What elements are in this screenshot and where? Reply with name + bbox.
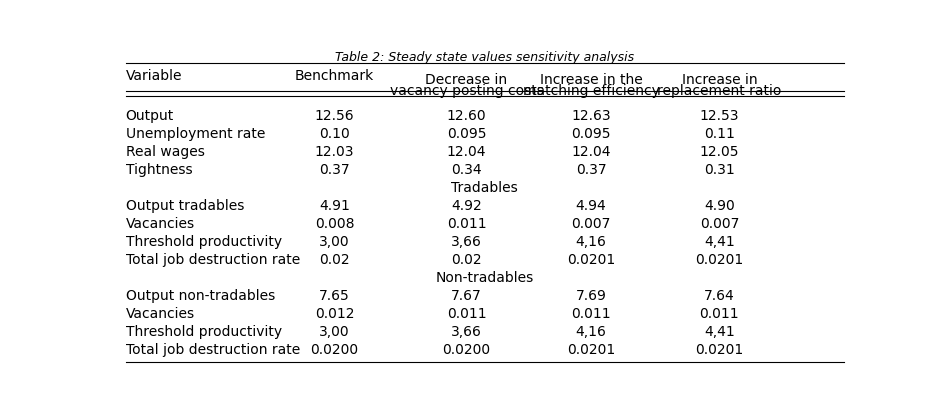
Text: 4,16: 4,16 <box>576 324 606 338</box>
Text: 0.095: 0.095 <box>571 127 611 141</box>
Text: 12.05: 12.05 <box>700 145 739 159</box>
Text: 4.92: 4.92 <box>451 199 482 212</box>
Text: 7.67: 7.67 <box>451 288 482 302</box>
Text: 0.34: 0.34 <box>451 163 482 177</box>
Text: 12.04: 12.04 <box>447 145 486 159</box>
Text: Total job destruction rate: Total job destruction rate <box>126 342 300 356</box>
Text: 0.0201: 0.0201 <box>695 342 744 356</box>
Text: Real wages: Real wages <box>126 145 204 159</box>
Text: 0.0200: 0.0200 <box>310 342 359 356</box>
Text: 0.008: 0.008 <box>315 216 355 230</box>
Text: 0.007: 0.007 <box>700 216 739 230</box>
Text: Vacancies: Vacancies <box>126 216 195 230</box>
Text: 0.37: 0.37 <box>319 163 350 177</box>
Text: 0.11: 0.11 <box>704 127 735 141</box>
Text: 3,66: 3,66 <box>451 324 482 338</box>
Text: matching efficiency: matching efficiency <box>523 83 659 97</box>
Text: 0.011: 0.011 <box>447 216 486 230</box>
Text: 0.02: 0.02 <box>451 252 482 266</box>
Text: Output: Output <box>126 109 174 123</box>
Text: replacement ratio: replacement ratio <box>657 83 781 97</box>
Text: vacancy posting costs: vacancy posting costs <box>390 83 543 97</box>
Text: 0.10: 0.10 <box>319 127 350 141</box>
Text: 0.095: 0.095 <box>447 127 486 141</box>
Text: 0.0201: 0.0201 <box>567 252 615 266</box>
Text: Increase in: Increase in <box>682 72 757 86</box>
Text: 4,16: 4,16 <box>576 235 606 248</box>
Text: 0.02: 0.02 <box>319 252 350 266</box>
Text: Tightness: Tightness <box>126 163 192 177</box>
Text: 12.56: 12.56 <box>315 109 355 123</box>
Text: 0.31: 0.31 <box>704 163 735 177</box>
Text: 12.03: 12.03 <box>315 145 355 159</box>
Text: 4,41: 4,41 <box>704 235 735 248</box>
Text: 7.65: 7.65 <box>319 288 350 302</box>
Text: 12.63: 12.63 <box>571 109 611 123</box>
Text: 12.60: 12.60 <box>447 109 486 123</box>
Text: 0.0201: 0.0201 <box>567 342 615 356</box>
Text: 4.94: 4.94 <box>576 199 606 212</box>
Text: Non-tradables: Non-tradables <box>436 270 534 284</box>
Text: 0.0200: 0.0200 <box>443 342 491 356</box>
Text: Output non-tradables: Output non-tradables <box>126 288 275 302</box>
Text: 0.007: 0.007 <box>571 216 611 230</box>
Text: 3,00: 3,00 <box>319 235 350 248</box>
Text: 4.90: 4.90 <box>704 199 735 212</box>
Text: 4.91: 4.91 <box>319 199 350 212</box>
Text: Vacancies: Vacancies <box>126 306 195 320</box>
Text: Output tradables: Output tradables <box>126 199 244 212</box>
Text: 0.0201: 0.0201 <box>695 252 744 266</box>
Text: Tradables: Tradables <box>451 180 518 195</box>
Text: Threshold productivity: Threshold productivity <box>126 324 282 338</box>
Text: 4,41: 4,41 <box>704 324 735 338</box>
Text: Variable: Variable <box>126 69 182 83</box>
Text: 0.37: 0.37 <box>576 163 606 177</box>
Text: 0.011: 0.011 <box>571 306 611 320</box>
Text: 0.011: 0.011 <box>700 306 739 320</box>
Text: 3,66: 3,66 <box>451 235 482 248</box>
Text: Increase in the: Increase in the <box>540 72 642 86</box>
Text: Unemployment rate: Unemployment rate <box>126 127 265 141</box>
Text: 0.011: 0.011 <box>447 306 486 320</box>
Text: 12.53: 12.53 <box>700 109 739 123</box>
Text: 7.69: 7.69 <box>576 288 606 302</box>
Text: 7.64: 7.64 <box>704 288 735 302</box>
Text: Benchmark: Benchmark <box>295 69 375 83</box>
Text: 3,00: 3,00 <box>319 324 350 338</box>
Text: 0.012: 0.012 <box>315 306 355 320</box>
Text: 12.04: 12.04 <box>571 145 611 159</box>
Text: Threshold productivity: Threshold productivity <box>126 235 282 248</box>
Text: Total job destruction rate: Total job destruction rate <box>126 252 300 266</box>
Text: Table 2: Steady state values sensitivity analysis: Table 2: Steady state values sensitivity… <box>335 51 635 64</box>
Text: Decrease in: Decrease in <box>426 72 508 86</box>
